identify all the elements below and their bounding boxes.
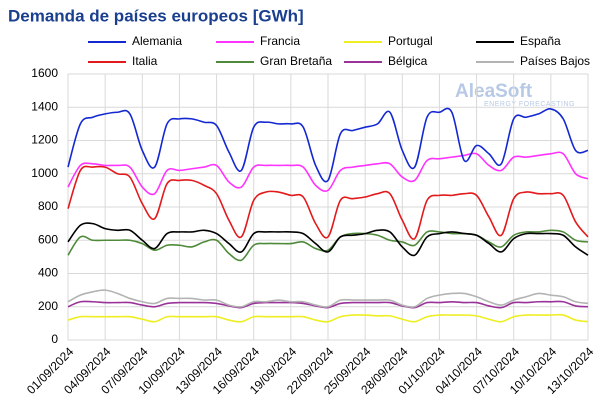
legend-label: Gran Bretaña [260,54,332,68]
series-line [67,313,589,323]
legend-label: Francia [260,34,300,48]
y-tick-label: 0 [51,332,58,346]
watermark-brand: AleaSoft [455,81,533,102]
series-line [67,107,589,183]
y-tick-label: 400 [38,266,58,280]
y-tick-label: 1000 [31,166,58,180]
legend-label: Italia [132,54,158,68]
y-tick-label: 800 [38,199,58,213]
y-tick-label: 600 [38,232,58,246]
series-line [67,300,589,309]
series-line [67,289,589,308]
legend-label: Países Bajos [520,54,590,68]
series-line [67,151,589,196]
legend-label: Alemania [132,34,182,48]
legend-label: Bélgica [388,54,428,68]
series-line [67,165,589,240]
series-line [67,229,589,262]
y-tick-label: 200 [38,299,58,313]
y-tick-label: 1600 [31,66,58,80]
y-tick-label: 1400 [31,99,58,113]
legend-label: España [520,34,561,48]
chart-title: Demanda de países europeos [GWh] [8,6,304,25]
watermark-tagline: ENERGY FORECASTING [484,101,575,108]
series-line [67,222,589,257]
legend-label: Portugal [388,34,433,48]
y-tick-label: 1200 [31,133,58,147]
